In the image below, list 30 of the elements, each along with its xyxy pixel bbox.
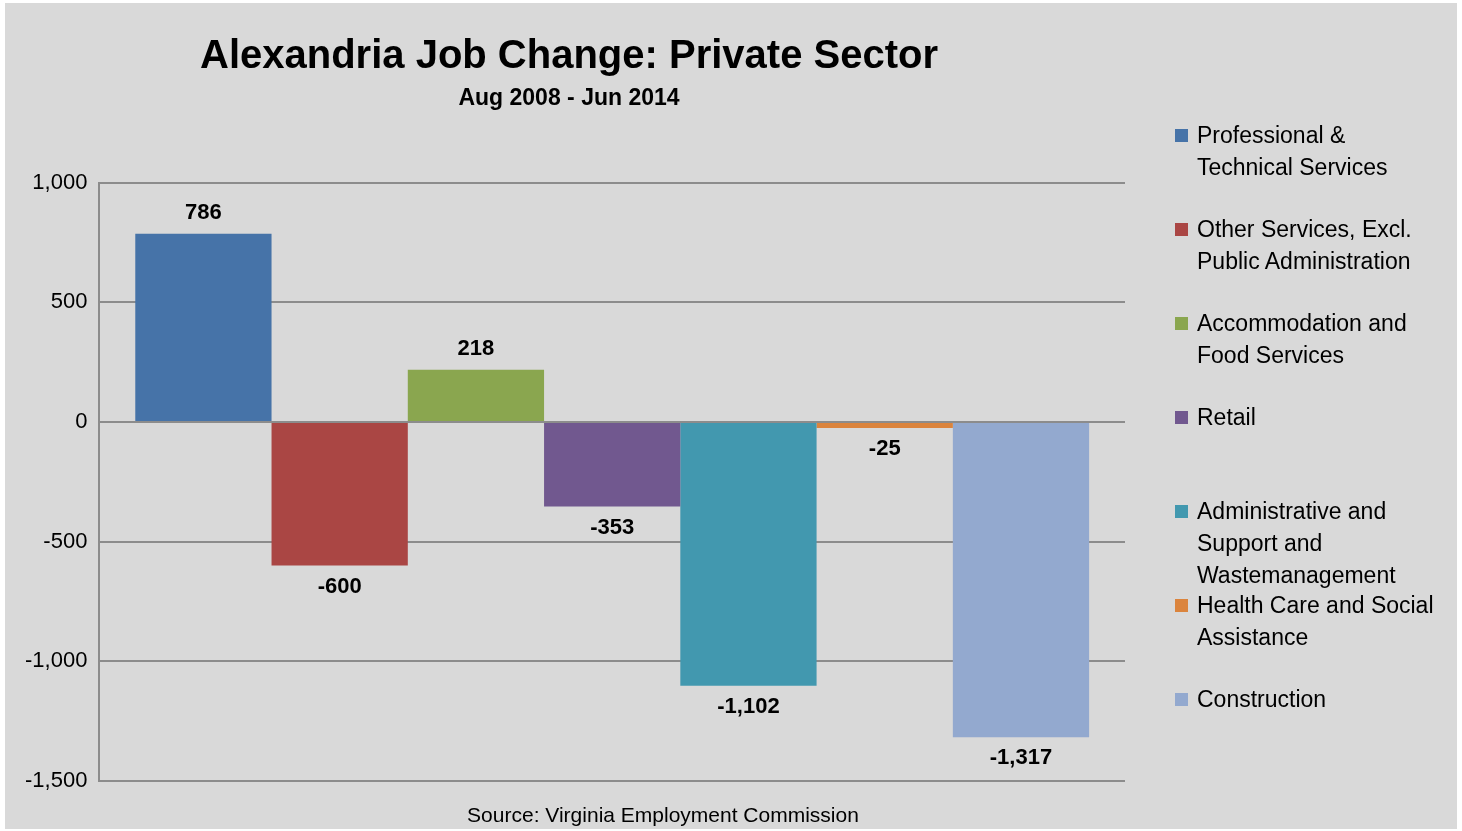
data-label: -25 — [868, 435, 901, 461]
data-label: -600 — [317, 572, 362, 598]
legend-label: Professional & Technical Services — [1197, 122, 1388, 180]
legend-label: Accommodation and Food Services — [1197, 310, 1407, 368]
bar — [816, 422, 953, 428]
legend-label: Construction — [1197, 686, 1327, 712]
y-tick-label: -1,500 — [24, 767, 88, 793]
y-tick-label: 1,000 — [32, 168, 88, 194]
data-label: -1,317 — [989, 744, 1053, 770]
legend-label: Retail — [1197, 404, 1256, 430]
bar — [680, 422, 817, 686]
data-label: 218 — [457, 334, 495, 360]
bar — [271, 422, 408, 566]
data-label: -1,102 — [717, 692, 780, 718]
chart-subtitle: Aug 2008 - Jun 2014 — [458, 84, 680, 111]
y-tick-label: -500 — [43, 527, 88, 553]
source-note: Source: Virginia Employment Commission — [466, 803, 860, 827]
chart-title: Alexandria Job Change: Private Sector — [199, 32, 939, 77]
bar — [952, 422, 1090, 738]
bar — [544, 422, 681, 507]
bar — [135, 233, 272, 421]
y-tick-label: 500 — [50, 288, 88, 314]
y-tick-label: 0 — [75, 408, 88, 434]
data-label: -353 — [590, 513, 635, 539]
bar — [407, 369, 545, 421]
y-tick-label: -1,000 — [24, 647, 88, 673]
legend-label: Health Care and Social Assistance — [1197, 592, 1434, 650]
legend-label: Other Services, Excl. Public Administration — [1197, 216, 1412, 274]
legend-label: Administrative and Support and Wastemanagement — [1197, 498, 1396, 588]
data-label: 786 — [185, 198, 222, 224]
